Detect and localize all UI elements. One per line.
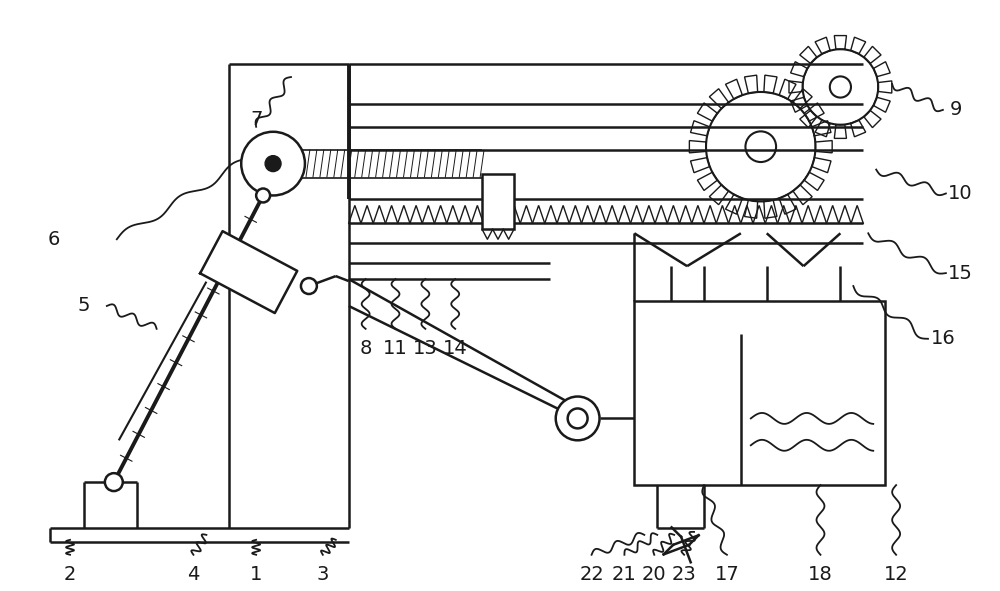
Text: 20: 20 [642, 565, 667, 584]
Text: 4: 4 [187, 565, 200, 584]
Circle shape [265, 155, 281, 171]
Text: 18: 18 [808, 565, 833, 584]
Circle shape [301, 278, 317, 294]
Text: 5: 5 [78, 297, 90, 316]
Text: 10: 10 [948, 184, 972, 203]
Text: 12: 12 [884, 565, 909, 584]
Text: 13: 13 [413, 339, 438, 358]
Text: 22: 22 [579, 565, 604, 584]
Bar [634, 301, 885, 485]
Text: 16: 16 [931, 329, 955, 348]
Text: 1: 1 [250, 565, 262, 584]
Text: 15: 15 [947, 264, 972, 282]
Text: 9: 9 [950, 100, 962, 119]
Circle shape [105, 473, 123, 491]
Text: 23: 23 [672, 565, 697, 584]
Text: 21: 21 [612, 565, 637, 584]
Text: 8: 8 [359, 339, 372, 358]
Text: 14: 14 [443, 339, 468, 358]
Text: 2: 2 [64, 565, 76, 584]
Bar [482, 174, 514, 229]
Circle shape [556, 397, 600, 440]
Circle shape [256, 189, 270, 203]
Polygon shape [200, 231, 297, 313]
Text: 6: 6 [48, 230, 60, 249]
Text: 7: 7 [250, 111, 262, 129]
Text: 11: 11 [383, 339, 408, 358]
Circle shape [241, 132, 305, 196]
Text: 3: 3 [317, 565, 329, 584]
Text: 17: 17 [715, 565, 739, 584]
